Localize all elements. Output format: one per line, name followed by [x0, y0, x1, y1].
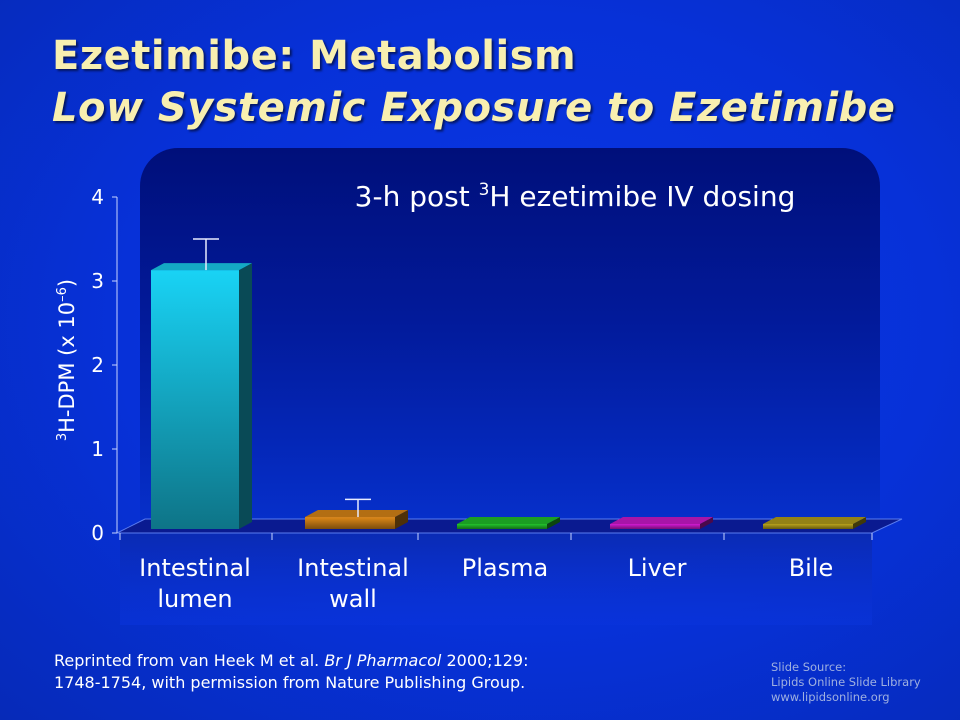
citation-text-1: Reprinted from van Heek M et al. [54, 651, 325, 670]
bar-front [305, 517, 395, 529]
bar-side [239, 263, 252, 529]
bar-top [305, 510, 408, 518]
bar-front [457, 524, 547, 529]
source-line-1: Slide Source: [771, 660, 847, 674]
y-tick-label: 3 [91, 269, 104, 293]
bar-top [610, 517, 713, 524]
x-category-label: Liver [628, 554, 687, 582]
x-axis-labels: Intestinal lumen Intestinal wall Plasma Liver… [139, 554, 833, 613]
title-line-2: Low Systemic Exposure to Ezetimibe [52, 85, 896, 131]
bar-side [700, 517, 713, 529]
x-axis-ticks [119, 533, 873, 540]
x-category-label: Plasma [462, 554, 548, 582]
bars-group [151, 238, 866, 529]
citation-journal: Br J Pharmacol [324, 651, 442, 670]
bar-3 [610, 517, 713, 529]
x-category-label: Bile [789, 554, 834, 582]
citation-text-2: 2000;129: [441, 651, 529, 670]
y-axis-label: 3H-DPM (x 10–6) [55, 279, 79, 441]
bar-0 [151, 238, 252, 529]
bar-front [151, 270, 239, 529]
y-tick-label: 0 [91, 521, 104, 545]
bar-front [610, 524, 700, 529]
y-tick-label: 4 [91, 185, 104, 209]
bar-side [395, 510, 408, 529]
slide-source: Slide Source: Lipids Online Slide Librar… [771, 660, 921, 705]
title-line-1: Ezetimibe: Metabolism [52, 33, 577, 79]
y-tick-label: 1 [91, 437, 104, 461]
reprint-citation: Reprinted from van Heek M et al. Br J Ph… [54, 650, 529, 694]
chart-panel [140, 148, 880, 528]
category-label-band [120, 533, 872, 625]
bar-top [151, 263, 252, 271]
bar-top [763, 517, 866, 524]
source-line-2: Lipids Online Slide Library [771, 675, 921, 689]
bar-1 [305, 498, 408, 529]
citation-line-2: 1748-1754, with permission from Nature P… [54, 673, 526, 692]
bar-4 [763, 517, 866, 529]
slide-title: Ezetimibe: Metabolism Low Systemic Expos… [52, 30, 895, 134]
bar-top [457, 517, 560, 524]
bar-front [763, 524, 853, 529]
bar-side [853, 517, 866, 529]
bar-side [547, 517, 560, 529]
chart-annotation: 3-h post 3H ezetimibe IV dosing [355, 180, 796, 213]
x-category-label: Intestinal lumen [139, 554, 251, 613]
y-tick-label: 2 [91, 353, 104, 377]
bar-2 [457, 517, 560, 529]
y-axis-ticks: 0 1 2 3 4 [91, 185, 117, 545]
source-line-3: www.lipidsonline.org [771, 690, 890, 704]
x-category-label: Intestinal wall [297, 554, 409, 613]
